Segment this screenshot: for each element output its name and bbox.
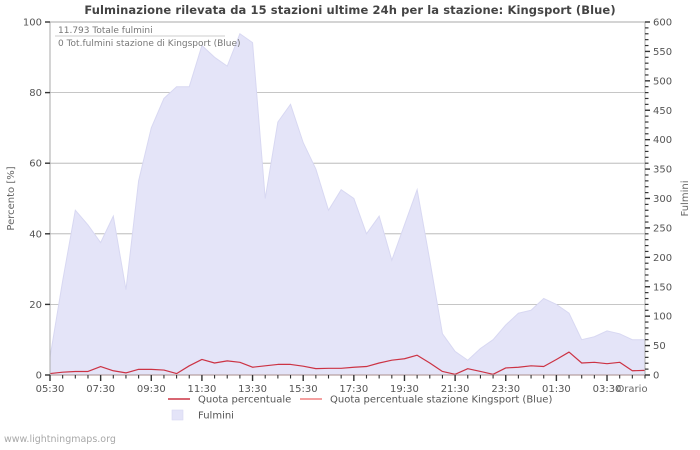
- xtick-label: 03:30: [593, 384, 622, 395]
- ytick-label-left: 0: [36, 371, 42, 382]
- ytick-label-right: 0: [653, 371, 659, 382]
- ytick-label-right: 500: [653, 76, 672, 87]
- ytick-label-left: 80: [29, 88, 42, 99]
- series-area-fulmini: [50, 33, 645, 376]
- legend-swatch-area: [171, 409, 184, 421]
- page-title: Fulminazione rilevata da 15 stazioni ult…: [84, 3, 616, 17]
- xtick-label: 07:30: [86, 384, 115, 395]
- ytick-label-right: 150: [653, 282, 672, 293]
- chart-plot-area: 0 20 40 60 80 100 Percento [%] 0 50 100 150 200 250 3…: [6, 18, 691, 422]
- ytick-label-right: 250: [653, 223, 672, 234]
- xtick-label: 05:30: [36, 384, 65, 395]
- legend-label: Fulmini: [198, 411, 234, 422]
- y-axis-label-right: Fulmini: [680, 181, 691, 217]
- ytick-label-right: 550: [653, 47, 672, 58]
- ytick-label-left: 20: [29, 300, 42, 311]
- xtick-label: 15:30: [289, 384, 318, 395]
- xtick-label: 23:30: [491, 384, 520, 395]
- series-area-outline: [49, 32, 645, 361]
- footer-attribution: www.lightningmaps.org: [4, 434, 116, 445]
- xtick-label: 13:30: [238, 384, 267, 395]
- ytick-label-left: 60: [29, 159, 42, 170]
- annotation-station-strokes: 0 Tot.fulmini stazione di Kingsport (Blu…: [58, 39, 241, 49]
- xtick-label: 19:30: [390, 384, 419, 395]
- xtick-label: 01:30: [542, 384, 571, 395]
- ytick-label-right: 400: [653, 135, 672, 146]
- ytick-label-right: 50: [653, 341, 666, 352]
- x-axis-label: Orario: [616, 384, 647, 395]
- annotation-total-strokes: 11.793 Totale fulmini: [58, 26, 153, 36]
- ytick-label-left: 40: [29, 229, 42, 240]
- legend-label: Quota percentuale stazione Kingsport (Bl…: [330, 395, 552, 406]
- ytick-label-left: 100: [23, 18, 42, 29]
- y-axis-label-left: Percento [%]: [6, 166, 17, 230]
- xtick-label: 17:30: [339, 384, 368, 395]
- ytick-label-right: 300: [653, 194, 672, 205]
- ytick-label-right: 100: [653, 312, 672, 323]
- xtick-label: 21:30: [441, 384, 470, 395]
- ytick-label-right: 600: [653, 18, 672, 29]
- ytick-label-right: 350: [653, 165, 672, 176]
- series-line-percent: [49, 351, 646, 375]
- ytick-label-right: 200: [653, 253, 672, 264]
- legend-label: Quota percentuale: [198, 395, 291, 406]
- xtick-label: 09:30: [137, 384, 166, 395]
- ytick-label-right: 450: [653, 106, 672, 117]
- xtick-label: 11:30: [188, 384, 217, 395]
